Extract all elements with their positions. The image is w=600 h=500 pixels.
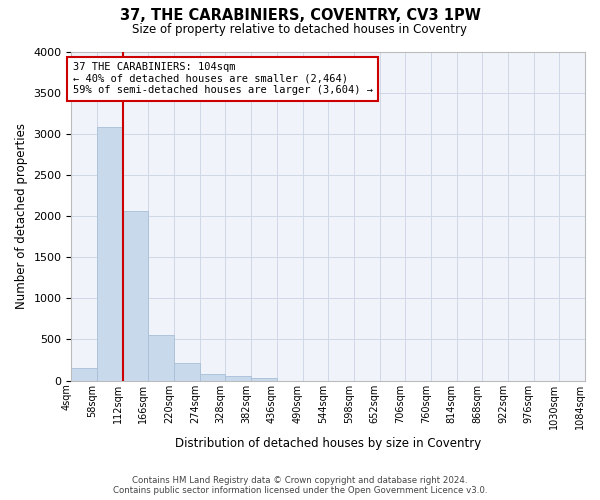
Y-axis label: Number of detached properties: Number of detached properties xyxy=(15,123,28,309)
X-axis label: Distribution of detached houses by size in Coventry: Distribution of detached houses by size … xyxy=(175,437,481,450)
Bar xyxy=(123,211,148,380)
Bar xyxy=(200,374,226,380)
Text: Contains HM Land Registry data © Crown copyright and database right 2024.
Contai: Contains HM Land Registry data © Crown c… xyxy=(113,476,487,495)
Bar xyxy=(251,378,277,380)
Bar xyxy=(71,368,97,380)
Text: 37, THE CARABINIERS, COVENTRY, CV3 1PW: 37, THE CARABINIERS, COVENTRY, CV3 1PW xyxy=(119,8,481,22)
Bar xyxy=(174,364,200,380)
Bar xyxy=(226,376,251,380)
Bar xyxy=(97,127,123,380)
Text: 37 THE CARABINIERS: 104sqm
← 40% of detached houses are smaller (2,464)
59% of s: 37 THE CARABINIERS: 104sqm ← 40% of deta… xyxy=(73,62,373,96)
Text: Size of property relative to detached houses in Coventry: Size of property relative to detached ho… xyxy=(133,22,467,36)
Bar xyxy=(148,334,174,380)
